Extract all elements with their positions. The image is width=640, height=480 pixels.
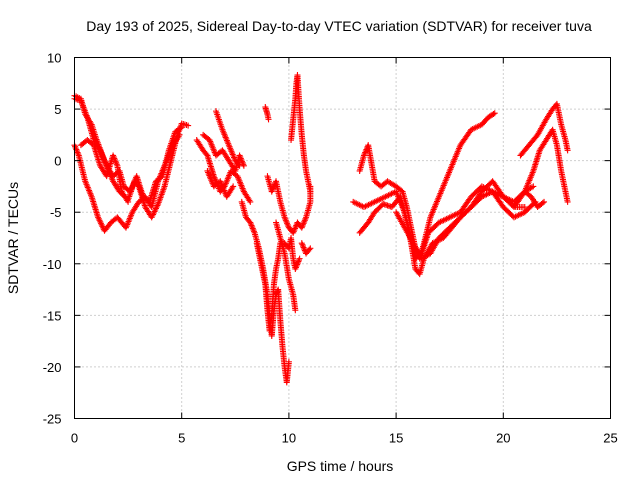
data-point — [292, 307, 299, 314]
y-tick-label: 0 — [54, 154, 61, 169]
x-tick-label: 5 — [178, 431, 185, 446]
series-track-h — [213, 108, 243, 169]
data-point — [564, 147, 571, 154]
data-point — [125, 198, 132, 205]
y-axis-label: SDTVAR / TECUs — [5, 182, 21, 294]
y-tick-label: -15 — [43, 308, 62, 323]
series-track-d — [77, 137, 132, 205]
y-tick-label: 5 — [54, 102, 61, 117]
data-point — [285, 358, 292, 365]
series-track-c — [71, 131, 183, 234]
series-track-v — [521, 188, 548, 211]
series-track-m — [288, 72, 314, 195]
x-tick-label: 10 — [282, 431, 296, 446]
axis-ticks: 0 5 10 15 20 25 10 5 0 -5 -10 -15 -20 -25 — [43, 51, 618, 446]
plot-frame — [74, 57, 611, 419]
data-point — [307, 188, 314, 195]
y-tick-label: -20 — [43, 360, 62, 375]
x-tick-label: 0 — [71, 431, 78, 446]
data-point — [247, 198, 254, 205]
data-point — [564, 198, 571, 205]
data-point — [185, 122, 192, 129]
data-point — [306, 246, 313, 253]
data-point — [236, 162, 243, 169]
data-point — [307, 245, 314, 252]
y-tick-label: 10 — [47, 51, 61, 66]
series-track-a — [71, 92, 192, 221]
series-track-s — [393, 178, 528, 262]
series-track-u — [511, 126, 571, 211]
data-point — [178, 124, 185, 131]
x-tick-label: 20 — [496, 431, 510, 446]
data-point — [230, 183, 237, 190]
data-point — [296, 255, 303, 262]
data-point — [530, 183, 537, 190]
series-track-t — [517, 100, 571, 159]
chart-title: Day 193 of 2025, Sidereal Day-to-day VTE… — [86, 18, 592, 34]
series-track-j — [253, 235, 303, 334]
x-tick-label: 25 — [603, 431, 617, 446]
data-point — [541, 198, 548, 205]
data-point — [491, 110, 498, 117]
series-track-g — [204, 167, 237, 200]
data-markers — [71, 72, 571, 386]
data-point — [177, 125, 184, 132]
grid — [74, 57, 611, 419]
y-tick-label: -10 — [43, 257, 62, 272]
data-point — [176, 131, 183, 138]
y-tick-label: -25 — [43, 412, 62, 427]
x-axis-label: GPS time / hours — [287, 458, 394, 474]
series-track-r — [350, 183, 539, 262]
series-track-k — [273, 219, 299, 314]
data-point — [521, 204, 528, 211]
y-tick-label: -5 — [50, 205, 62, 220]
data-point — [235, 161, 242, 168]
series-track-n — [298, 240, 314, 257]
series-track-o — [262, 104, 272, 123]
series-track-f — [200, 131, 247, 174]
data-point — [539, 199, 546, 206]
x-tick-label: 15 — [389, 431, 403, 446]
data-point — [490, 111, 497, 118]
series-track-e — [193, 137, 254, 205]
data-point — [265, 116, 272, 123]
series-track-p — [356, 110, 498, 262]
data-point — [528, 184, 535, 191]
